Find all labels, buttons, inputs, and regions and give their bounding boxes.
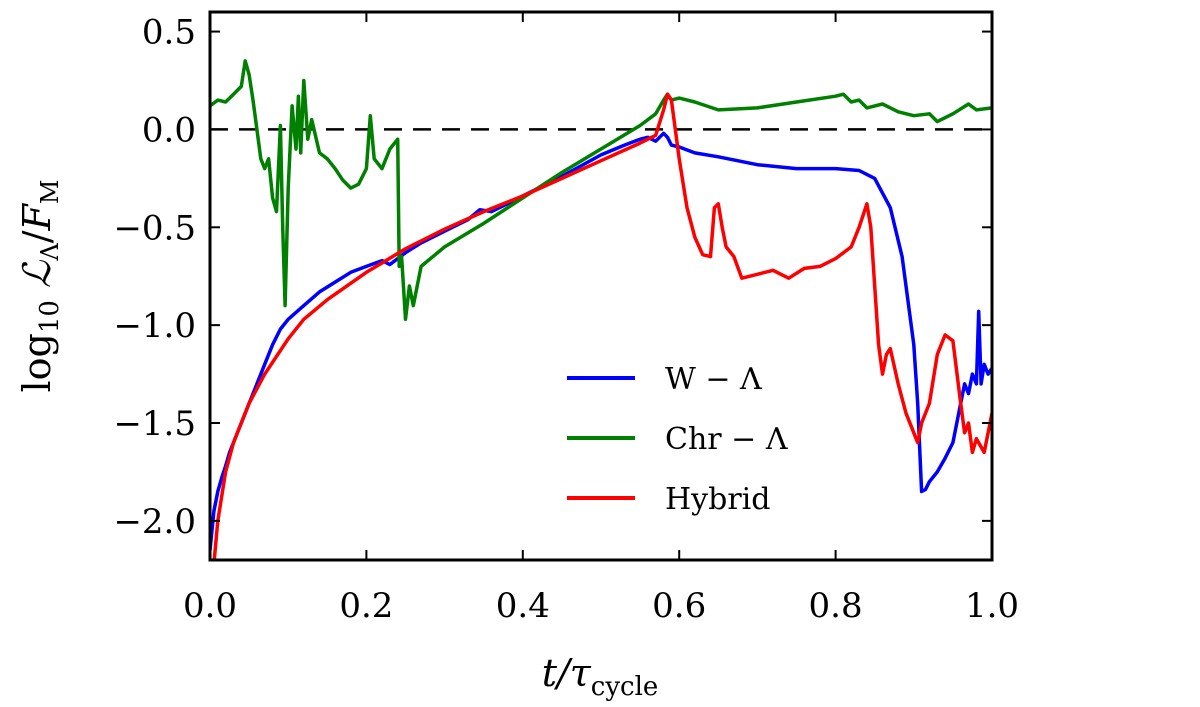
series-line-chr: [210, 59, 992, 322]
x-axis-label: t/τcycle: [542, 651, 659, 702]
legend-label-w-lambda: W − Λ: [665, 362, 762, 397]
y-tick-label: −1.0: [113, 306, 196, 346]
series-layer: [210, 59, 992, 560]
x-tick-label: 0.4: [496, 586, 550, 626]
plot-frame: [208, 10, 994, 562]
x-tick-label: 1.0: [965, 586, 1019, 626]
series-line-hybrid: [212, 92, 992, 560]
y-axis-label-numerator-sub: Λ: [36, 243, 64, 262]
y-axis-label-numerator: ℒ: [15, 259, 59, 288]
x-axis-label-sub: cycle: [591, 672, 659, 702]
legend: W − Λ Chr − Λ Hybrid: [567, 362, 788, 517]
y-tick-label: 0.5: [142, 13, 196, 53]
y-tick-label: −1.5: [113, 404, 196, 444]
legend-label-chr-lambda: Chr − Λ: [665, 422, 788, 457]
x-tick-label: 0.0: [183, 586, 237, 626]
y-tick-label: −0.5: [113, 208, 196, 248]
y-axis-label: log10 ℒΛ/FM: [15, 179, 65, 392]
legend-label-hybrid: Hybrid: [665, 482, 770, 517]
series-line-w: [210, 131, 992, 551]
x-tick-label: 0.2: [339, 586, 393, 626]
y-axis-label-denominator: F: [15, 202, 59, 231]
y-tick-label: −2.0: [113, 502, 196, 542]
x-tick-label: 0.8: [809, 586, 863, 626]
y-tick-label: 0.0: [142, 110, 196, 150]
x-tick-label: 0.6: [652, 586, 706, 626]
tick-layer: 0.0 0.2 0.4 0.6 0.8 1.0 −2.0 −1.5 −1.0 −0.5 0.0 0.5: [113, 12, 1019, 626]
y-axis-label-prefix: log: [15, 333, 59, 392]
y-axis-label-prefix-sub: 10: [35, 300, 65, 333]
x-axis-label-base: t/τ: [542, 651, 592, 695]
y-axis-label-denominator-sub: M: [36, 179, 64, 204]
